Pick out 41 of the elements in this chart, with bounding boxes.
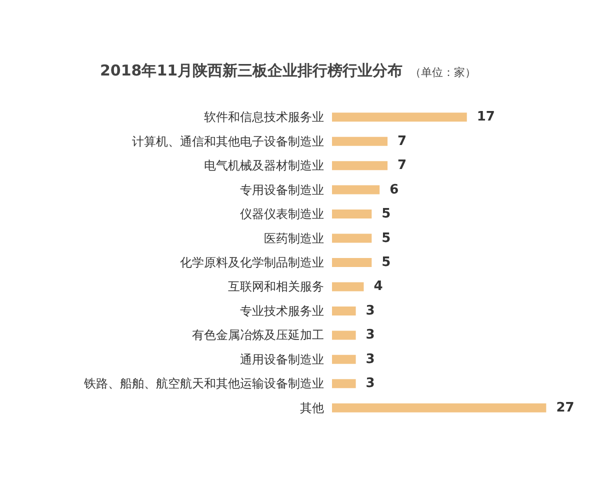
data-label: 5 [382, 230, 391, 246]
y-tick-label: 计算机、通信和其他电子设备制造业 [132, 134, 324, 148]
data-label: 3 [366, 303, 375, 318]
y-tick-label: 其他 [300, 400, 324, 415]
y-tick-label: 铁路、船舶、航空航天和其他运输设备制造业 [83, 376, 324, 391]
bar [332, 112, 467, 122]
chart-subtitle: （单位：家） [410, 66, 476, 79]
y-tick-label: 仪器仪表制造业 [240, 207, 324, 222]
data-label: 5 [382, 255, 391, 270]
y-tick-label: 互联网和相关服务 [228, 280, 324, 294]
data-label: 27 [556, 400, 574, 416]
data-label: 7 [398, 134, 407, 149]
data-label: 7 [398, 158, 407, 174]
y-tick-label: 通用设备制造业 [240, 352, 324, 366]
data-label: 4 [374, 279, 383, 294]
bar [332, 354, 356, 364]
bar [332, 282, 364, 292]
data-label: 17 [476, 110, 495, 125]
bar [332, 210, 372, 219]
y-tick-label: 专用设备制造业 [240, 182, 324, 197]
y-tick-label: 专业技术服务业 [240, 304, 324, 318]
bar [332, 306, 356, 316]
bar [332, 185, 380, 194]
y-tick-label: 有色金属冶炼及压延加工 [192, 328, 324, 342]
bar [332, 379, 356, 388]
bar [332, 330, 356, 340]
bar [332, 258, 372, 267]
data-label: 3 [366, 376, 375, 392]
data-label: 3 [366, 352, 375, 367]
chart-title: 2018年11月陕西新三板企业排行榜行业分布 [100, 62, 403, 80]
y-tick-label: 化学原料及化学制品制造业 [180, 256, 324, 270]
y-tick-label: 软件和信息技术服务业 [204, 110, 324, 124]
data-label: 6 [390, 182, 399, 198]
bar [332, 136, 388, 146]
y-tick-label: 医药制造业 [264, 231, 324, 246]
bar [332, 234, 372, 243]
bar [332, 161, 388, 170]
y-tick-label: 电气机械及器材制造业 [204, 158, 324, 173]
bar [332, 403, 546, 412]
data-label: 3 [366, 328, 375, 343]
data-label: 5 [382, 206, 391, 222]
